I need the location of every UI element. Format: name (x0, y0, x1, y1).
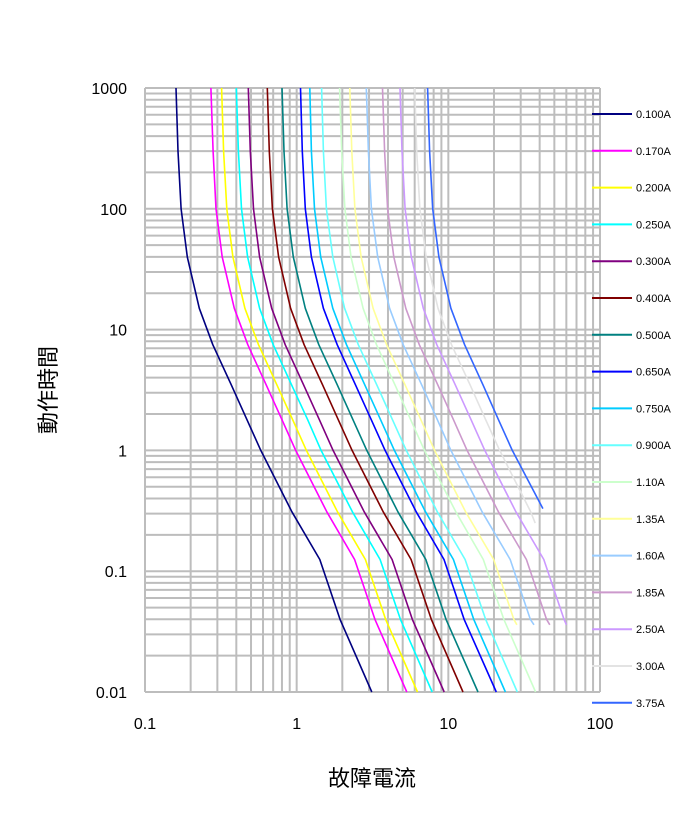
legend-item: 3.00A (592, 661, 665, 673)
curve-3.00A (413, 87, 536, 524)
legend-label: 1.35A (636, 514, 665, 526)
legend-item: 1.35A (592, 514, 665, 526)
legend-item: 1.85A (592, 587, 665, 599)
x-tick-label: 100 (587, 716, 614, 733)
legend-label: 2.50A (636, 624, 665, 636)
legend-label: 0.650A (636, 367, 672, 379)
legend-item: 0.300A (592, 256, 672, 268)
curve-0.300A (247, 87, 445, 693)
legend-label: 0.400A (636, 293, 672, 305)
y-tick-label: 100 (100, 202, 127, 219)
legend-label: 1.10A (636, 477, 665, 489)
curve-0.200A (220, 87, 419, 693)
legend-item: 0.200A (592, 183, 672, 195)
curve-1.85A (381, 87, 551, 626)
legend-item: 3.75A (592, 698, 665, 710)
grid (144, 87, 601, 693)
curve-2.50A (399, 87, 568, 626)
y-tick-label: 1 (118, 443, 127, 460)
legend-item: 0.400A (592, 293, 672, 305)
x-axis-title: 故障電流 (328, 767, 416, 792)
y-tick-label: 0.01 (96, 685, 127, 702)
legend-item: 0.250A (592, 219, 672, 231)
legend-item: 0.170A (592, 146, 672, 158)
legend-label: 0.170A (636, 146, 672, 158)
x-tick-label: 0.1 (134, 716, 156, 733)
legend-item: 0.650A (592, 367, 672, 379)
curve-0.250A (235, 87, 433, 693)
y-tick-label: 0.1 (105, 564, 127, 581)
curve-3.75A (426, 87, 544, 509)
legend-item: 1.10A (592, 477, 665, 489)
legend-item: 0.500A (592, 330, 672, 342)
y-axis-title: 動作時間 (37, 346, 62, 434)
legend-label: 1.60A (636, 551, 665, 563)
curve-0.170A (210, 87, 408, 693)
x-tick-label: 10 (439, 716, 457, 733)
y-tick-label: 1000 (91, 81, 127, 98)
legend-item: 0.750A (592, 403, 672, 415)
curve-1.60A (365, 87, 535, 626)
legend-item: 2.50A (592, 624, 665, 636)
legend-item: 0.900A (592, 440, 672, 452)
legend-label: 0.300A (636, 256, 672, 268)
y-tick-labels: 0.01 0.1 1 10 100 1000 (91, 81, 127, 702)
legend: 0.100A 0.170A 0.200A 0.250A 0.300A 0.400A 0.50… (592, 109, 672, 710)
curve-0.100A (175, 87, 373, 693)
curve-0.900A (320, 87, 519, 693)
curve-0.650A (299, 87, 498, 693)
legend-label: 0.200A (636, 183, 672, 195)
curve-1.35A (349, 87, 518, 626)
x-tick-labels: 0.1 1 10 100 (134, 716, 614, 733)
curve-0.400A (266, 87, 464, 693)
curve-0.750A (309, 87, 507, 693)
curves (175, 87, 568, 693)
legend-label: 3.00A (636, 661, 665, 673)
y-tick-label: 10 (109, 323, 127, 340)
legend-label: 0.500A (636, 330, 672, 342)
legend-label: 0.750A (636, 403, 672, 415)
curve-1.10A (338, 87, 537, 693)
x-tick-label: 1 (292, 716, 301, 733)
legend-label: 0.900A (636, 440, 672, 452)
legend-item: 1.60A (592, 551, 665, 563)
legend-label: 3.75A (636, 698, 665, 710)
curve-0.500A (281, 87, 479, 693)
legend-label: 0.100A (636, 109, 672, 121)
legend-label: 1.85A (636, 587, 665, 599)
legend-label: 0.250A (636, 219, 672, 231)
legend-item: 0.100A (592, 109, 672, 121)
